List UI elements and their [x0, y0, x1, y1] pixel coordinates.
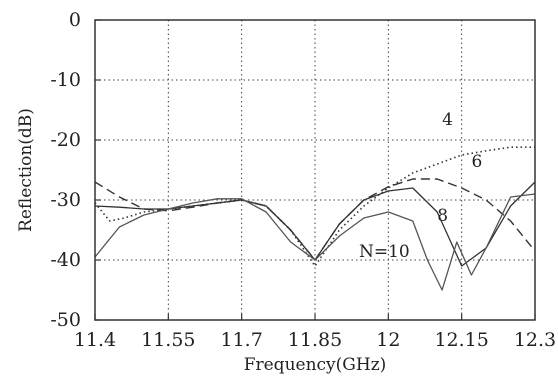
y-tick-labels: 0 -10 -20 -30 -40 -50: [50, 9, 81, 331]
y-tick-label: 0: [69, 9, 81, 31]
series-lines: [94, 146, 536, 291]
series-line-4: [94, 193, 536, 291]
y-tick-label: -30: [50, 189, 81, 211]
series-label: 4: [442, 110, 453, 130]
series-labels: 4 6 8 N=10: [359, 110, 482, 262]
y-tick-label: -50: [50, 309, 81, 331]
x-axis-label: Frequency(GHz): [244, 355, 387, 375]
x-tick-label: 12.15: [434, 329, 488, 351]
x-tick-label: 11.4: [74, 329, 116, 351]
x-tick-label: 12: [376, 329, 400, 351]
x-tick-label: 11.85: [288, 329, 342, 351]
x-tick-label: 12.3: [514, 329, 556, 351]
x-tick-label: 11.7: [221, 329, 263, 351]
tick-marks: [94, 19, 536, 321]
y-tick-label: -20: [50, 129, 81, 151]
y-axis-label: Reflection(dB): [16, 108, 36, 232]
y-tick-label: -10: [50, 69, 81, 91]
x-tick-labels: 11.4 11.55 11.7 11.85 12 12.15 12.3: [74, 329, 556, 351]
x-tick-label: 11.55: [141, 329, 195, 351]
grid-lines: [95, 20, 535, 320]
series-label: 6: [471, 152, 482, 172]
series-label: N=10: [359, 242, 410, 262]
series-label: 8: [437, 206, 448, 226]
y-tick-label: -40: [50, 249, 81, 271]
